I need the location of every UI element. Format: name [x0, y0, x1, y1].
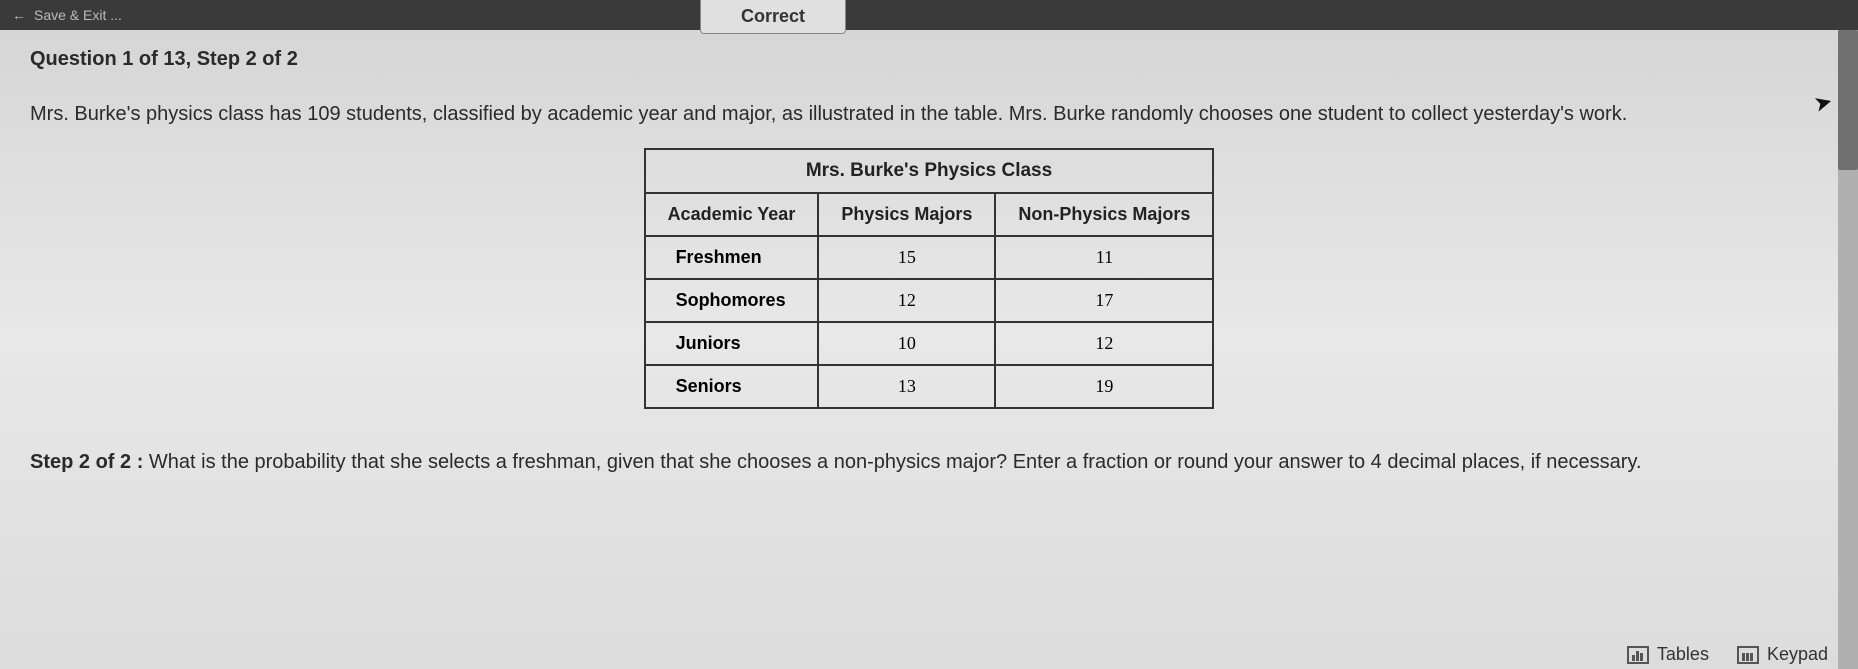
footer-buttons: Tables Keypad: [1627, 644, 1828, 665]
row-label: Sophomores: [645, 279, 819, 322]
step-prompt: Step 2 of 2 : What is the probability th…: [30, 447, 1828, 478]
scrollbar-track[interactable]: [1838, 30, 1858, 669]
keypad-button[interactable]: Keypad: [1737, 644, 1828, 665]
cell-value: 12: [995, 322, 1213, 365]
table-row: Freshmen 15 11: [645, 236, 1214, 279]
question-body: Mrs. Burke's physics class has 109 stude…: [30, 99, 1828, 130]
table-title: Mrs. Burke's Physics Class: [644, 148, 1215, 192]
top-bar: ← Save & Exit ...: [0, 0, 1858, 30]
cell-value: 13: [818, 365, 995, 408]
save-exit-label[interactable]: Save & Exit ...: [34, 7, 122, 23]
cell-value: 15: [818, 236, 995, 279]
cell-value: 12: [818, 279, 995, 322]
keypad-label: Keypad: [1767, 644, 1828, 665]
correct-tab: Correct: [700, 0, 846, 34]
cell-value: 10: [818, 322, 995, 365]
col-physics-majors: Physics Majors: [818, 193, 995, 236]
table-header-row: Academic Year Physics Majors Non-Physics…: [645, 193, 1214, 236]
table-wrap: Mrs. Burke's Physics Class Academic Year…: [30, 148, 1828, 409]
cell-value: 17: [995, 279, 1213, 322]
row-label: Freshmen: [645, 236, 819, 279]
question-content: Question 1 of 13, Step 2 of 2 Mrs. Burke…: [0, 30, 1858, 478]
cell-value: 19: [995, 365, 1213, 408]
step-label: Step 2 of 2 :: [30, 451, 143, 473]
scrollbar-thumb[interactable]: [1838, 30, 1858, 170]
physics-class-table: Mrs. Burke's Physics Class Academic Year…: [644, 148, 1215, 409]
cell-value: 11: [995, 236, 1213, 279]
tables-button[interactable]: Tables: [1627, 644, 1709, 665]
tables-label: Tables: [1657, 644, 1709, 665]
row-label: Seniors: [645, 365, 819, 408]
table-row: Juniors 10 12: [645, 322, 1214, 365]
row-label: Juniors: [645, 322, 819, 365]
table-row: Seniors 13 19: [645, 365, 1214, 408]
back-arrow-icon[interactable]: ←: [12, 7, 26, 23]
tables-icon: [1627, 646, 1649, 664]
question-header: Question 1 of 13, Step 2 of 2: [30, 48, 1828, 71]
col-non-physics-majors: Non-Physics Majors: [995, 193, 1213, 236]
keypad-icon: [1737, 646, 1759, 664]
step-question: What is the probability that she selects…: [143, 451, 1641, 473]
table-row: Sophomores 12 17: [645, 279, 1214, 322]
col-academic-year: Academic Year: [645, 193, 819, 236]
